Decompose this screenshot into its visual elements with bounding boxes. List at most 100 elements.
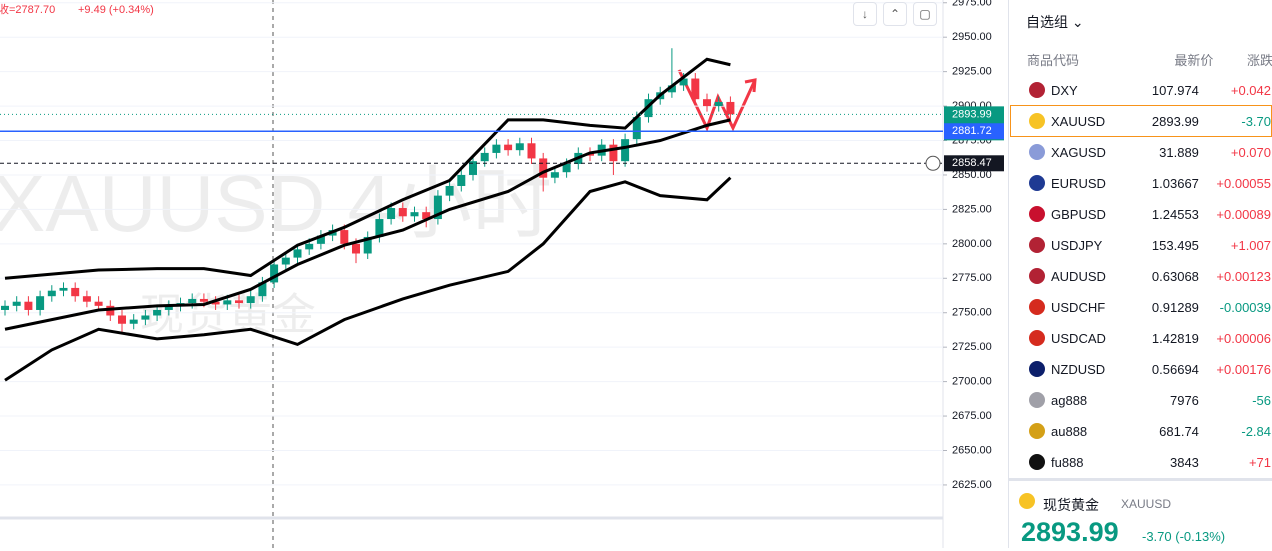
symbol-icon (1029, 175, 1045, 191)
row-symbol: fu888 (1051, 454, 1084, 470)
col-header: 最新价 (1174, 53, 1214, 68)
row-price: 681.74 (1159, 423, 1199, 439)
row-price: 153.495 (1151, 237, 1199, 253)
candle-body (363, 236, 372, 254)
quote-icon (1019, 493, 1035, 509)
candle-body (352, 243, 360, 254)
candle-body (141, 315, 150, 320)
watchlist-row[interactable]: EURUSD 1.03667 +0.00055 (1011, 168, 1271, 198)
watchlist-row[interactable]: USDCHF 0.91289 -0.00039 (1011, 292, 1271, 322)
candle-body (387, 208, 396, 220)
chart: XAUUSD 4小时 现货黄金 收=2787.70 +9.49 (+0.34%)… (0, 0, 1005, 548)
price-tag-label: 2893.99 (952, 108, 992, 120)
watchlist-row[interactable]: USDCAD 1.42819 +0.00006 (1011, 323, 1271, 353)
row-price: 0.56694 (1151, 361, 1199, 377)
row-symbol: au888 (1051, 423, 1088, 439)
y-tick-label: 2850.00 (952, 169, 992, 181)
symbol-icon (1029, 423, 1045, 439)
y-tick-label: 2725.00 (952, 341, 992, 353)
watchlist-row[interactable]: XAGUSD 31.889 +0.070 (1011, 137, 1271, 167)
toolbar-button[interactable]: ↓ (853, 2, 877, 26)
candle-body (106, 305, 115, 316)
y-tick-label: 2700.00 (952, 376, 992, 388)
row-symbol: GBPUSD (1051, 206, 1106, 222)
candle-body (410, 212, 419, 217)
price-tag-label: 2881.72 (952, 125, 992, 137)
watchlist-row[interactable]: XAUUSD 2893.99 -3.70 (1010, 105, 1272, 137)
candle-body (71, 287, 80, 297)
candle-body (223, 300, 232, 305)
candle-body (714, 101, 723, 107)
watchlist-row[interactable]: DXY 107.974 +0.042 (1011, 75, 1271, 105)
candle-body (667, 85, 676, 93)
candle-body (609, 144, 618, 162)
row-change: +0.00055 (1216, 175, 1271, 191)
col-header: 涨跌 (1246, 53, 1272, 68)
row-symbol: NZDUSD (1051, 361, 1106, 377)
crosshair-plus (925, 155, 941, 171)
candle-body (515, 143, 524, 151)
candle-body (36, 296, 45, 310)
quote-change: -3.70 (-0.13%) (1142, 529, 1226, 544)
watchlist-row[interactable]: GBPUSD 1.24553 +0.00089 (1011, 199, 1271, 229)
candle-body (24, 301, 33, 310)
candle-body (562, 163, 571, 173)
y-tick-label: 2775.00 (952, 272, 992, 284)
candle-body (679, 78, 688, 86)
watchlist-row[interactable]: fu888 3843 +71 (1011, 447, 1271, 477)
row-change: +0.070 (1230, 144, 1271, 160)
candle-body (1, 305, 9, 310)
candle-body (480, 152, 489, 162)
row-price: 3843 (1169, 454, 1199, 470)
annotation-arrow (677, 69, 757, 132)
y-tick-label: 2950.00 (952, 31, 992, 43)
candle-body (118, 315, 126, 324)
row-symbol: USDJPY (1051, 237, 1103, 253)
symbol-icon (1029, 392, 1045, 408)
candle-body (398, 208, 407, 217)
row-price: 107.974 (1151, 82, 1199, 98)
candle-body (445, 185, 454, 196)
watchlist-row[interactable]: NZDUSD 0.56694 +0.00176 (1011, 354, 1271, 384)
candle-body (703, 99, 711, 107)
candle-body (492, 144, 501, 153)
toolbar-button[interactable]: ⌃ (883, 2, 907, 26)
symbol-icon (1029, 268, 1045, 284)
row-change: +0.00089 (1216, 206, 1271, 222)
candle-body (632, 117, 641, 140)
candle-body (153, 309, 162, 316)
row-price: 7976 (1169, 392, 1199, 408)
price-tag-label: 2858.47 (952, 157, 992, 169)
candle-body (433, 195, 442, 220)
y-tick-label: 2650.00 (952, 444, 992, 456)
candle-body (164, 305, 173, 310)
row-change: +0.00006 (1216, 330, 1271, 346)
column-headers: 商品代码 最新价 涨跌 (1009, 50, 1272, 69)
row-change: +0.042 (1230, 82, 1271, 98)
candle-body (457, 174, 466, 186)
candle-body (270, 264, 279, 283)
candle-body (94, 301, 103, 306)
watchlist-row[interactable]: au888 681.74 -2.84 (1011, 416, 1271, 446)
candle-body (550, 172, 559, 178)
watchlist-title[interactable]: 自选组 ⌄ (1026, 14, 1084, 30)
watchlist-row[interactable]: ag888 7976 -56 (1011, 385, 1271, 415)
symbol-icon (1029, 82, 1045, 98)
candle-body (293, 249, 302, 258)
row-symbol: XAGUSD (1051, 144, 1106, 160)
row-symbol: ag888 (1051, 392, 1088, 408)
price-tag (944, 155, 1004, 172)
row-price: 0.91289 (1151, 299, 1199, 315)
watchlist-row[interactable]: USDJPY 153.495 +1.007 (1011, 230, 1271, 260)
watchlist-title-text: 自选组 (1026, 14, 1068, 30)
row-symbol: USDCAD (1051, 330, 1106, 346)
row-change: -0.00039 (1219, 299, 1271, 315)
quote-box: 现货黄金 XAUUSD 2893.99 -3.70 (-0.13%) (1009, 478, 1272, 551)
symbol-icon (1029, 206, 1045, 222)
watchlist-row[interactable]: AUDUSD 0.63068 +0.00123 (1011, 261, 1271, 291)
row-change: +1.007 (1230, 237, 1271, 253)
candle-body (375, 219, 384, 237)
quote-price: 2893.99 (1021, 517, 1119, 547)
symbol-icon (1029, 113, 1045, 129)
toolbar-button[interactable]: ▢ (913, 2, 937, 26)
